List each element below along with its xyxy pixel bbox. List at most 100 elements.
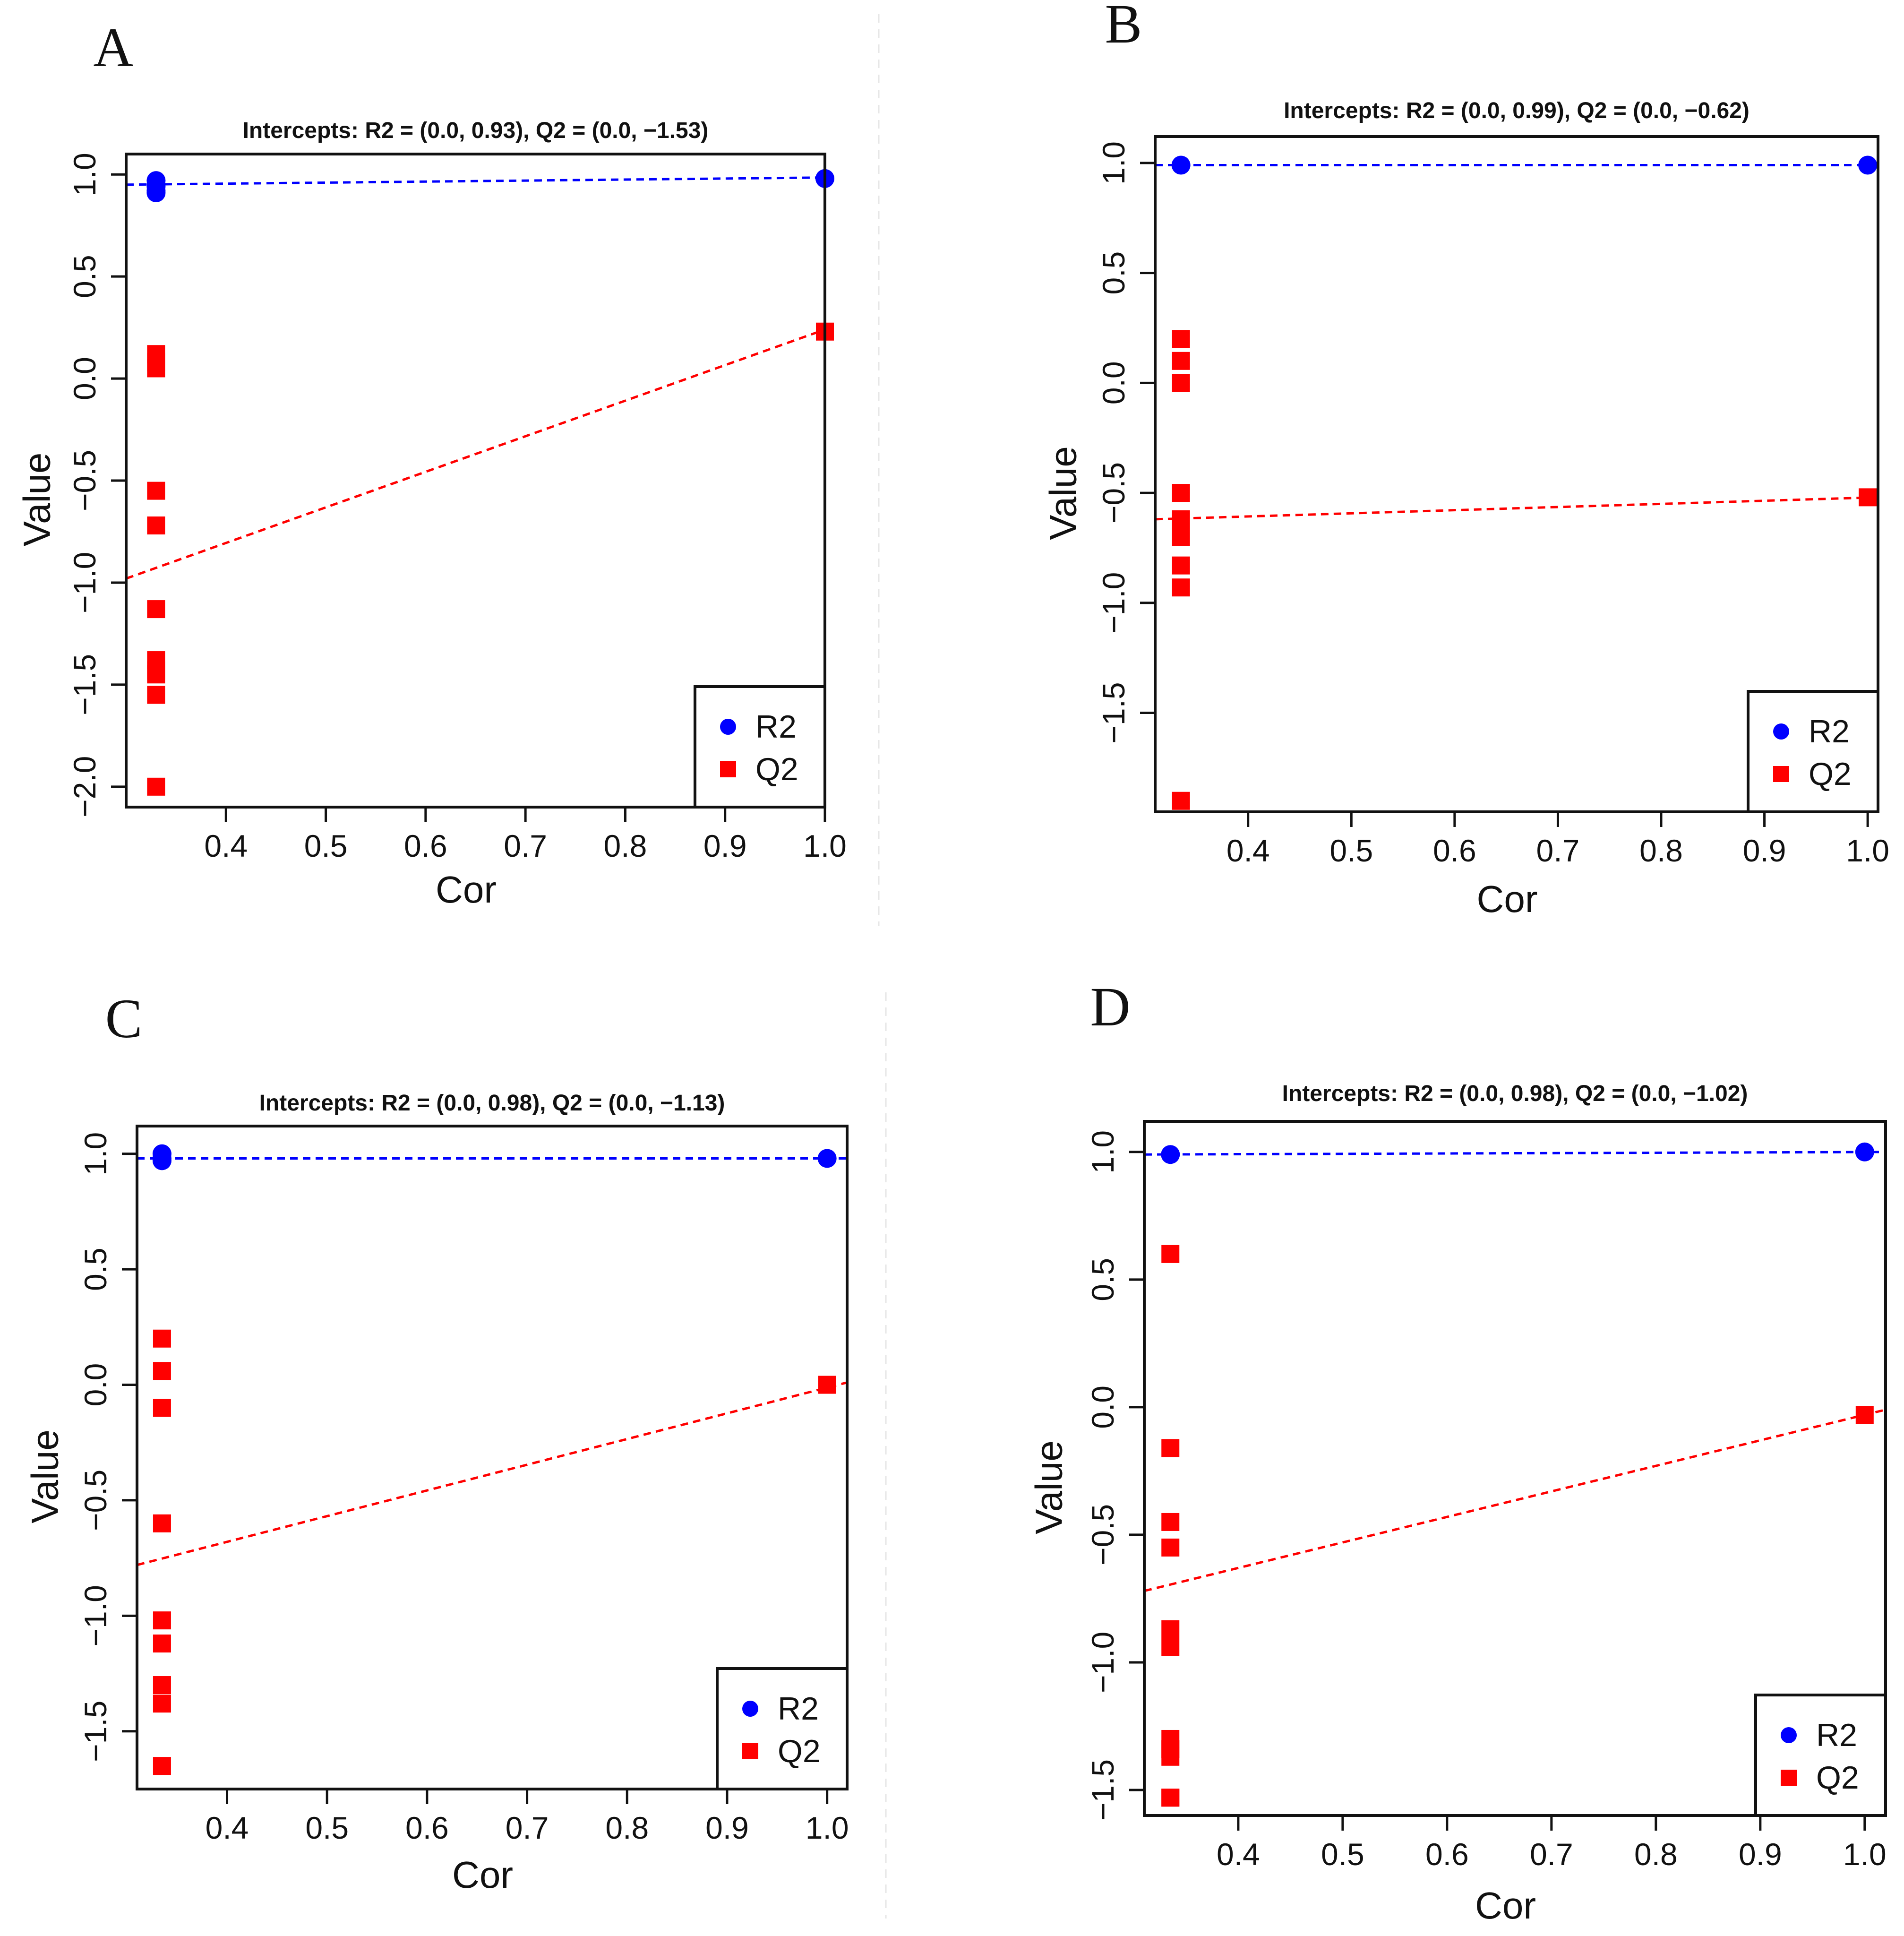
q2-point [1161,1245,1180,1263]
q2-point [1161,1620,1180,1638]
legend-q2-marker [1781,1770,1797,1786]
q2-point [1172,578,1190,597]
x-tick-label: 0.7 [1530,1837,1573,1872]
chart-title: Intercepts: R2 = (0.0, 0.98), Q2 = (0.0,… [1282,1081,1748,1106]
y-tick-label: 0.5 [67,255,102,298]
panel-letter: A [93,17,133,78]
q2-point [1172,484,1190,502]
y-tick-label: 1.0 [67,153,102,196]
x-tick-label: 0.6 [404,828,447,863]
legend-q2-marker [742,1743,758,1759]
q2-point [818,1376,836,1394]
legend-q2-marker [720,761,736,777]
legend-r2-label: R2 [1816,1717,1857,1753]
q2-point [1172,528,1190,546]
legend-r2-marker [742,1701,758,1717]
y-tick-label: 1.0 [1085,1130,1120,1174]
r2-point [152,1151,172,1170]
q2-point [1161,1513,1180,1531]
legend-q2-label: Q2 [778,1733,821,1769]
q2-point [1161,1439,1180,1457]
y-tick-label: −1.0 [1085,1632,1120,1693]
q2-point [1172,374,1190,392]
q2-point [153,1514,171,1532]
y-tick-label: 0.0 [1085,1385,1120,1429]
q2-point [147,516,165,535]
y-tick-label: 1.0 [78,1132,113,1176]
q2-point [1161,1789,1180,1807]
legend-q2-label: Q2 [1816,1760,1859,1796]
y-tick-label: 0.5 [78,1248,113,1291]
x-tick-label: 0.9 [705,1810,749,1845]
q2-point [1855,1406,1874,1424]
plot-frame [125,153,826,809]
q2-regression-line [126,328,825,580]
x-tick-label: 0.9 [1739,1837,1782,1872]
y-tick-label: −0.5 [1096,462,1131,524]
y-tick-label: −0.5 [1085,1504,1120,1566]
x-tick-label: 0.5 [304,828,348,863]
q2-point [153,1399,171,1417]
panel-letter: B [1105,0,1142,55]
q2-point [1161,1747,1180,1766]
y-tick-label: 0.5 [1085,1258,1120,1301]
q2-point [147,777,165,796]
q2-point [153,1676,171,1695]
y-tick-label: −1.5 [67,654,102,715]
panel-a: A Intercepts: R2 = (0.0, 0.93), Q2 = (0.0… [16,14,880,926]
y-tick-label: −0.5 [67,450,102,511]
legend-box [1747,690,1879,813]
y-tick-label: −2.0 [67,756,102,817]
x-tick-label: 1.0 [1846,833,1889,868]
q2-regression-line [1144,1408,1886,1592]
legend-box [716,1667,849,1790]
x-axis-label: Cor [452,1854,513,1896]
x-tick-label: 0.7 [504,828,547,863]
q2-point [1172,330,1190,348]
y-tick-label: −1.5 [78,1701,113,1762]
legend-q2-marker [1773,766,1789,782]
x-tick-label: 0.5 [1329,833,1373,868]
q2-point [147,600,165,619]
q2-point [1859,488,1877,507]
plot-frame [1143,1120,1887,1817]
panel-b: B Intercepts: R2 = (0.0, 0.99), Q2 = (0.0… [1042,0,1890,920]
y-tick-label: −0.5 [78,1470,113,1531]
legend-r2-label: R2 [755,709,797,745]
x-tick-label: 0.7 [1536,833,1580,868]
legend-r2-marker [1773,723,1789,740]
q2-point [1172,352,1190,370]
r2-point [1858,155,1878,175]
y-axis-label: Value [24,1429,66,1523]
legend-q2-label: Q2 [1809,756,1852,792]
r2-regression-line [1144,1151,1886,1156]
x-tick-label: 0.4 [206,1810,249,1845]
r2-point [1161,1145,1180,1164]
x-tick-label: 0.4 [204,828,248,863]
x-tick-label: 0.8 [605,1810,649,1845]
y-tick-label: −1.0 [78,1585,113,1646]
r2-point [817,1149,837,1168]
y-axis-label: Value [16,453,58,547]
x-tick-label: 0.5 [1321,1837,1364,1872]
legend-r2-label: R2 [1809,714,1850,749]
legend-r2-marker [720,719,736,735]
panel-c: C Intercepts: R2 = (0.0, 0.98), Q2 = (0.0… [24,988,887,1919]
x-tick-label: 0.8 [1639,833,1683,868]
q2-point [147,482,165,500]
x-tick-label: 0.7 [506,1810,549,1845]
panel-d: D Intercepts: R2 = (0.0, 0.98), Q2 = (0.0… [1028,976,1887,1927]
x-tick-label: 0.9 [1743,833,1786,868]
q2-point [153,1329,171,1348]
x-axis-label: Cor [1477,878,1538,920]
q2-point [153,1611,171,1630]
q2-point [153,1635,171,1653]
plot-frame [136,1125,849,1790]
y-tick-label: 0.5 [1096,251,1131,295]
x-tick-label: 0.8 [1634,1837,1678,1872]
chart-title: Intercepts: R2 = (0.0, 0.98), Q2 = (0.0,… [259,1091,725,1116]
q2-point [147,359,165,378]
legend-r2-marker [1781,1727,1797,1743]
